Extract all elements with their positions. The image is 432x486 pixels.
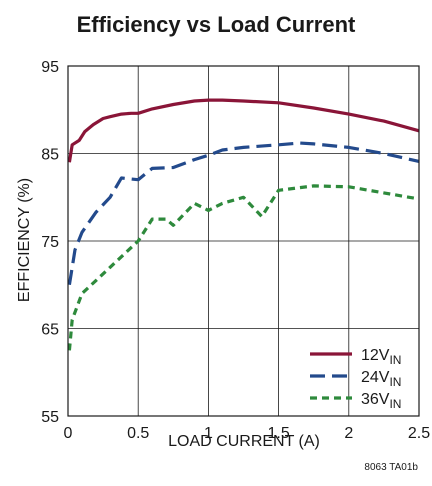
x-tick-label: 0: [64, 425, 73, 442]
legend-label-24v: 24VIN: [361, 369, 401, 389]
series-line-12v: [67, 98, 420, 163]
figure-footnote: 8063 TA01b: [364, 462, 418, 473]
tick-layer: 0 0.5 1 1.5 2 2.5 55 65 75 85 95: [41, 59, 430, 442]
y-axis-label: EFFICIENCY (%): [16, 178, 33, 302]
y-tick-label: 75: [41, 234, 59, 251]
y-tick-label: 55: [41, 409, 59, 426]
legend-label-12v: 12VIN: [361, 347, 401, 367]
plot-frame: [67, 65, 420, 417]
series-line-36v: [67, 184, 420, 351]
y-tick-label: 95: [41, 59, 59, 76]
series-layer: [67, 98, 420, 351]
legend-label-36v: 36VIN: [361, 391, 401, 411]
x-axis-label: LOAD CURRENT (A): [168, 433, 320, 450]
x-tick-label: 1: [204, 425, 213, 442]
y-tick-label: 65: [41, 322, 59, 339]
x-tick-label: 2.5: [408, 425, 430, 442]
y-tick-label: 85: [41, 147, 59, 164]
x-tick-label: 2: [344, 425, 353, 442]
x-tick-label: 1.5: [267, 425, 289, 442]
chart-title: Efficiency vs Load Current: [77, 12, 356, 37]
x-tick-label: 0.5: [127, 425, 149, 442]
series-line-24v: [67, 141, 420, 286]
